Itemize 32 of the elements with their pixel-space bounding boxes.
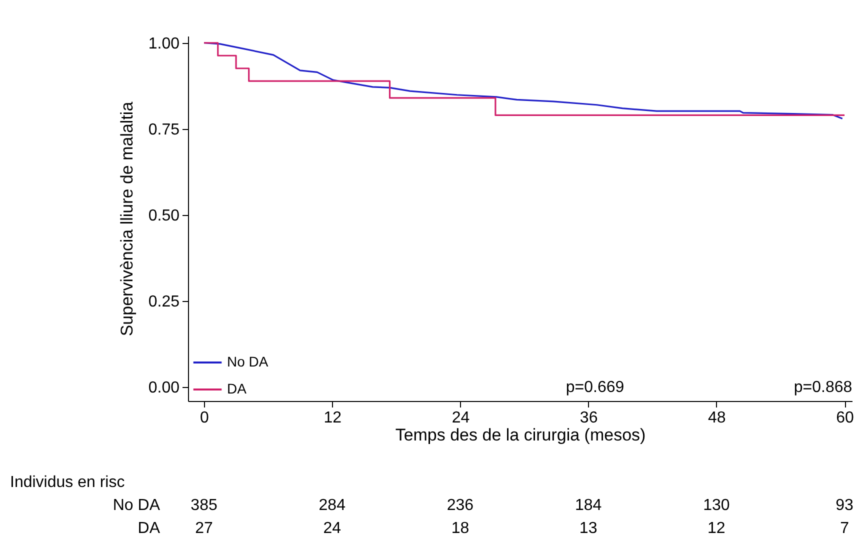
annotation: p=0.669	[566, 379, 624, 396]
text: 93	[836, 497, 854, 514]
x-axis-title: Temps des de la cirurgia (mesos)	[395, 426, 646, 444]
y-axis-title: Supervivència lliure de malaltia	[117, 101, 136, 336]
text: 236	[446, 497, 474, 514]
text: Individus en risc	[10, 474, 125, 491]
legend-label: No DA	[227, 354, 269, 370]
text: 12	[708, 520, 726, 537]
text: 24	[323, 520, 342, 537]
text: 7	[840, 520, 850, 537]
x-tick-label: 60	[836, 410, 854, 426]
y-tick-label: 1.00	[148, 35, 180, 52]
text: 284	[318, 497, 346, 514]
text: DA	[138, 520, 160, 537]
text: 385	[190, 497, 218, 514]
y-tick-label: 0.50	[148, 208, 180, 225]
y-tick-label: 0.75	[148, 121, 180, 138]
x-tick-label: 36	[580, 410, 598, 426]
text: 18	[451, 520, 470, 537]
y-tick-label: 0.00	[148, 380, 180, 397]
annotation: p=0.868	[794, 379, 852, 396]
y-tick-label: 0.25	[148, 294, 180, 311]
x-tick-label: 24	[452, 410, 470, 426]
x-tick-label: 0	[200, 410, 210, 426]
x-tick-label: 12	[324, 410, 342, 426]
text: 13	[579, 520, 598, 537]
legend-label: DA	[227, 380, 248, 396]
text: 27	[195, 520, 214, 537]
text: 130	[703, 497, 730, 514]
text: 184	[574, 497, 602, 514]
text: No DA	[112, 497, 160, 514]
x-tick-label: 48	[708, 410, 726, 426]
